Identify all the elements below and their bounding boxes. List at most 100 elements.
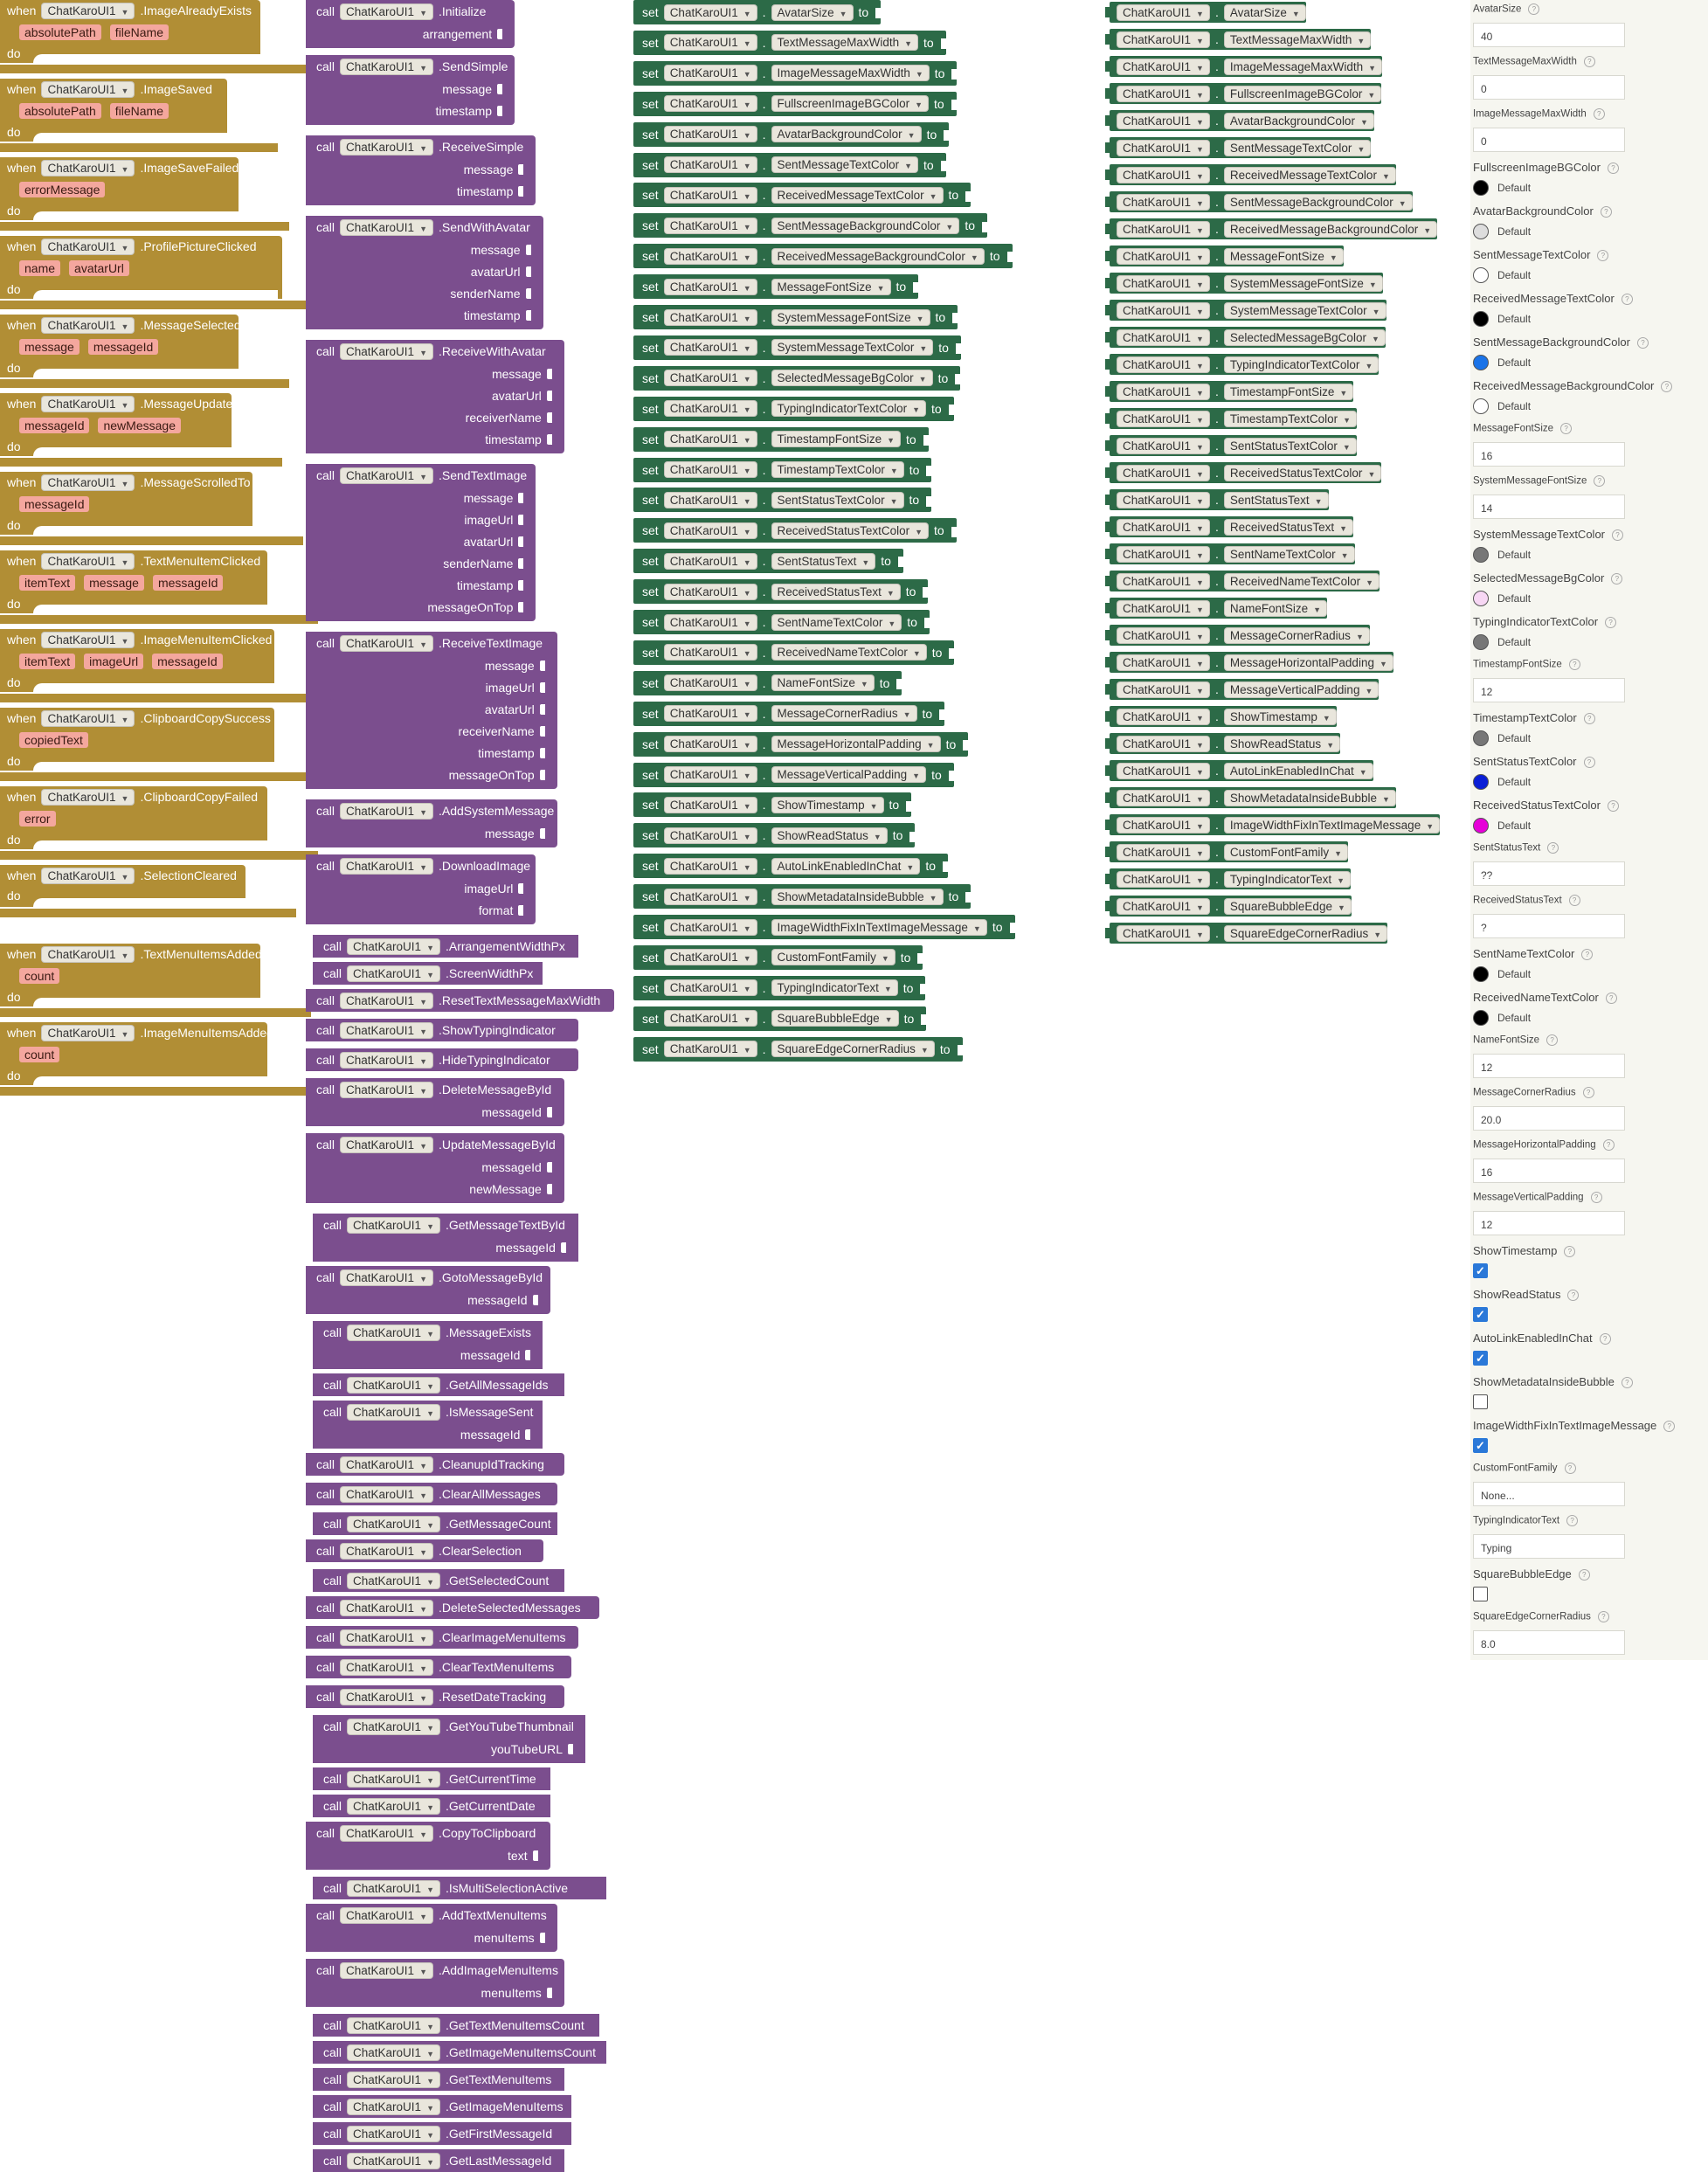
property-color-picker[interactable]: Default <box>1473 224 1531 239</box>
component-dropdown[interactable]: ChatKaroUI1 ▼ <box>347 965 440 982</box>
component-dropdown[interactable]: ChatKaroUI1 ▼ <box>340 802 433 820</box>
component-dropdown[interactable]: ChatKaroUI1 ▼ <box>340 1688 433 1705</box>
property-color-picker[interactable]: Default <box>1473 774 1531 790</box>
component-dropdown[interactable]: ChatKaroUI1 ▼ <box>41 709 135 727</box>
method-arg-socket[interactable]: receiverName <box>306 406 564 428</box>
component-dropdown[interactable]: ChatKaroUI1 ▼ <box>340 58 433 75</box>
property-dropdown[interactable]: ReceivedNameTextColor ▼ <box>1223 572 1380 590</box>
method-block[interactable]: call ChatKaroUI1 ▼ .AddTextMenuItems menuIte… <box>306 1904 557 1952</box>
property-dropdown[interactable]: ReceivedStatusTextColor ▼ <box>1223 464 1382 481</box>
component-dropdown[interactable]: ChatKaroUI1 ▼ <box>663 370 757 387</box>
component-dropdown[interactable]: ChatKaroUI1 ▼ <box>340 218 433 236</box>
component-dropdown[interactable]: ChatKaroUI1 ▼ <box>41 552 135 570</box>
property-dropdown[interactable]: SentStatusText ▼ <box>1223 491 1329 508</box>
property-dropdown[interactable]: FullscreenImageBGColor ▼ <box>1223 85 1382 102</box>
setter-block[interactable]: set ChatKaroUI1 ▼. CustomFontFamily ▼ to <box>633 944 923 970</box>
question-circle-icon[interactable]: ? <box>1578 1569 1590 1581</box>
component-dropdown[interactable]: ChatKaroUI1 ▼ <box>41 631 135 648</box>
question-circle-icon[interactable]: ? <box>1581 949 1594 961</box>
property-dropdown[interactable]: MessageHorizontalPadding ▼ <box>1223 654 1393 671</box>
property-dropdown[interactable]: ShowReadStatus ▼ <box>1223 735 1341 752</box>
property-checkbox[interactable] <box>1473 1587 1488 1601</box>
property-text-input[interactable]: Typing <box>1473 1534 1625 1559</box>
property-dropdown[interactable]: ReceivedStatusText ▼ <box>771 583 901 600</box>
setter-block[interactable]: set ChatKaroUI1 ▼. ReceivedStatusText ▼ to <box>633 579 929 605</box>
method-arg-socket[interactable]: messageId <box>313 1423 543 1445</box>
event-block[interactable]: when ChatKaroUI1 ▼ .TextMenuItemClicked item… <box>0 550 318 624</box>
component-dropdown[interactable]: ChatKaroUI1 ▼ <box>1117 924 1210 942</box>
component-dropdown[interactable]: ChatKaroUI1 ▼ <box>340 342 433 360</box>
setter-block[interactable]: set ChatKaroUI1 ▼. SentStatusText ▼ to <box>633 549 903 574</box>
component-dropdown[interactable]: ChatKaroUI1 ▼ <box>340 467 433 484</box>
property-text-input[interactable]: 12 <box>1473 1054 1625 1078</box>
getter-block[interactable]: ChatKaroUI1 ▼. ReceivedMessageTextColor ▼ <box>1105 164 1396 185</box>
question-circle-icon[interactable]: ? <box>1599 1333 1611 1345</box>
component-dropdown[interactable]: ChatKaroUI1 ▼ <box>347 1572 440 1589</box>
getter-block[interactable]: ChatKaroUI1 ▼. MessageHorizontalPadding ▼ <box>1105 652 1393 673</box>
method-arg-socket[interactable]: imageUrl <box>306 508 536 530</box>
method-block[interactable]: call ChatKaroUI1 ▼ .ClearTextMenuItems <box>306 1656 571 1678</box>
component-dropdown[interactable]: ChatKaroUI1 ▼ <box>1117 139 1210 156</box>
property-dropdown[interactable]: SentMessageTextColor ▼ <box>1223 139 1372 156</box>
component-dropdown[interactable]: ChatKaroUI1 ▼ <box>663 583 757 600</box>
method-block[interactable]: call ChatKaroUI1 ▼ .GetCurrentTime <box>313 1767 550 1790</box>
property-color-picker[interactable]: Default <box>1473 730 1531 746</box>
component-dropdown[interactable]: ChatKaroUI1 ▼ <box>41 945 135 963</box>
property-dropdown[interactable]: TimestampFontSize ▼ <box>771 431 902 448</box>
method-block[interactable]: call ChatKaroUI1 ▼ .ResetDateTracking <box>306 1685 564 1708</box>
component-dropdown[interactable]: ChatKaroUI1 ▼ <box>663 339 757 356</box>
method-block[interactable]: call ChatKaroUI1 ▼ .DeleteSelectedMessages <box>306 1596 600 1619</box>
component-dropdown[interactable]: ChatKaroUI1 ▼ <box>340 634 433 652</box>
component-dropdown[interactable]: ChatKaroUI1 ▼ <box>663 674 757 692</box>
method-block[interactable]: call ChatKaroUI1 ▼ .GetTextMenuItems <box>313 2068 564 2091</box>
property-text-input[interactable]: None... <box>1473 1482 1625 1506</box>
setter-block[interactable]: set ChatKaroUI1 ▼. SentStatusTextColor ▼ to <box>633 488 932 513</box>
method-block[interactable]: call ChatKaroUI1 ▼ .ReceiveTextImage message… <box>306 632 557 789</box>
property-dropdown[interactable]: AvatarBackgroundColor ▼ <box>771 126 922 143</box>
event-param[interactable]: count <box>19 1047 60 1062</box>
component-dropdown[interactable]: ChatKaroUI1 ▼ <box>663 247 757 265</box>
getter-block[interactable]: ChatKaroUI1 ▼. TimestampFontSize ▼ <box>1104 381 1354 402</box>
component-dropdown[interactable]: ChatKaroUI1 ▼ <box>663 736 757 753</box>
method-block[interactable]: call ChatKaroUI1 ▼ .GetImageMenuItems <box>313 2095 571 2118</box>
event-block[interactable]: when ChatKaroUI1 ▼ .MessageSelected message m… <box>0 315 289 388</box>
component-dropdown[interactable]: ChatKaroUI1 ▼ <box>1117 85 1210 102</box>
component-dropdown[interactable]: ChatKaroUI1 ▼ <box>340 1542 433 1560</box>
method-block[interactable]: call ChatKaroUI1 ▼ .ArrangementWidthPx <box>313 935 578 958</box>
component-dropdown[interactable]: ChatKaroUI1 ▼ <box>41 395 135 412</box>
property-dropdown[interactable]: CustomFontFamily ▼ <box>771 949 895 966</box>
method-block[interactable]: call ChatKaroUI1 ▼ .ResetTextMessageMaxWidt… <box>306 989 614 1012</box>
method-arg-socket[interactable]: imageUrl <box>306 676 557 698</box>
event-param[interactable]: errorMessage <box>19 182 106 197</box>
question-circle-icon[interactable]: ? <box>1597 1611 1609 1622</box>
method-arg-socket[interactable]: message <box>306 654 557 676</box>
method-block[interactable]: call ChatKaroUI1 ▼ .MessageExists messageId <box>313 1321 543 1369</box>
component-dropdown[interactable]: ChatKaroUI1 ▼ <box>340 1906 433 1924</box>
component-dropdown[interactable]: ChatKaroUI1 ▼ <box>340 1485 433 1503</box>
component-dropdown[interactable]: ChatKaroUI1 ▼ <box>1117 789 1210 806</box>
component-dropdown[interactable]: ChatKaroUI1 ▼ <box>1117 897 1210 915</box>
method-arg-socket[interactable]: menuItems <box>306 1982 564 2003</box>
property-color-picker[interactable]: Default <box>1473 966 1531 982</box>
property-dropdown[interactable]: MessageCornerRadius ▼ <box>771 705 917 723</box>
property-text-input[interactable]: ? <box>1473 914 1625 938</box>
component-dropdown[interactable]: ChatKaroUI1 ▼ <box>1117 762 1210 779</box>
property-dropdown[interactable]: ImageWidthFixInTextImageMessage ▼ <box>771 918 987 936</box>
setter-block[interactable]: set ChatKaroUI1 ▼. SentNameTextColor ▼ to <box>633 610 930 634</box>
component-dropdown[interactable]: ChatKaroUI1 ▼ <box>340 1081 433 1098</box>
property-dropdown[interactable]: AvatarSize ▼ <box>1223 3 1306 21</box>
getter-block[interactable]: ChatKaroUI1 ▼. SentNameTextColor ▼ <box>1105 543 1355 564</box>
component-dropdown[interactable]: ChatKaroUI1 ▼ <box>347 2044 440 2061</box>
component-dropdown[interactable]: ChatKaroUI1 ▼ <box>41 788 135 806</box>
setter-block[interactable]: set ChatKaroUI1 ▼. AvatarSize ▼ to <box>633 0 882 24</box>
getter-block[interactable]: ChatKaroUI1 ▼. ShowTimestamp ▼ <box>1105 706 1337 727</box>
component-dropdown[interactable]: ChatKaroUI1 ▼ <box>663 95 757 113</box>
event-block[interactable]: when ChatKaroUI1 ▼ .ImageSaveFailed errorMes… <box>0 157 289 231</box>
method-arg-socket[interactable]: message <box>306 239 543 260</box>
event-block[interactable]: when ChatKaroUI1 ▼ .MessageScrolledTo messag… <box>0 472 304 545</box>
method-arg-socket[interactable]: avatarUrl <box>306 530 536 552</box>
property-dropdown[interactable]: ImageWidthFixInTextImageMessage ▼ <box>1223 816 1441 834</box>
event-param[interactable]: absolutePath <box>19 24 101 40</box>
event-param[interactable]: absolutePath <box>19 103 101 119</box>
event-block[interactable]: when ChatKaroUI1 ▼ .ImageMenuItemClicked ite… <box>0 629 326 702</box>
